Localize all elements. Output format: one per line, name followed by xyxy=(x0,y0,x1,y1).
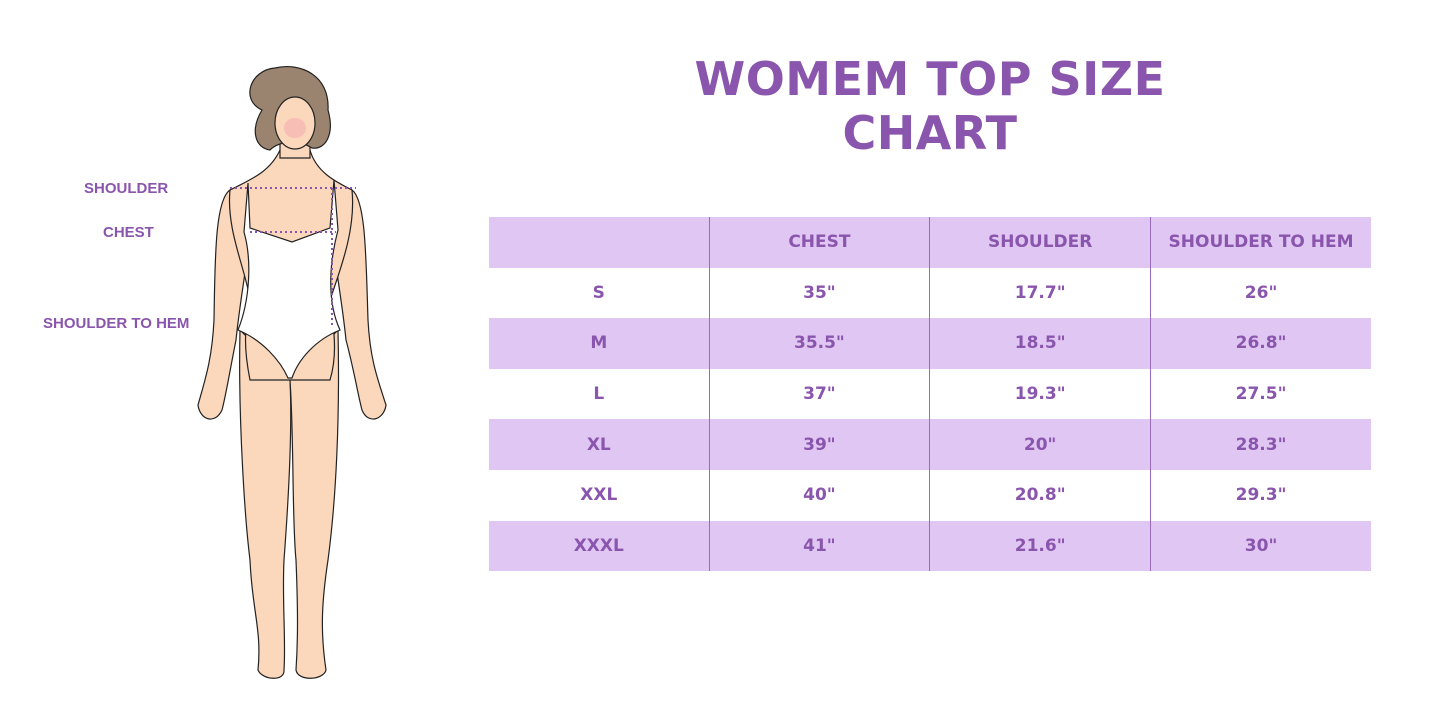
table-row: XL 39" 20" 28.3" xyxy=(489,419,1371,470)
length-cell: 26.8" xyxy=(1150,318,1371,369)
length-cell: 26" xyxy=(1150,267,1371,319)
table-row: M 35.5" 18.5" 26.8" xyxy=(489,318,1371,369)
length-cell: 30" xyxy=(1150,520,1371,572)
table-header-row: CHEST SHOULDER SHOULDER TO HEM xyxy=(489,217,1371,268)
header-cell: SHOULDER TO HEM xyxy=(1150,217,1371,268)
chest-cell: 35.5" xyxy=(708,318,930,369)
table-row: XXL 40" 20.8" 29.3" xyxy=(489,469,1371,521)
chest-cell: 39" xyxy=(708,419,930,470)
shoulder-cell: 20.8" xyxy=(929,469,1151,521)
chest-cell: 41" xyxy=(708,520,930,572)
size-cell: S xyxy=(592,282,605,303)
size-cell: L xyxy=(593,384,605,405)
chest-cell: 35" xyxy=(708,267,930,319)
shoulder-cell: 19.3" xyxy=(929,368,1151,420)
size-cell: M xyxy=(489,318,710,369)
shoulder-cell: 18.5" xyxy=(929,318,1151,369)
shoulder-cell: 21.6" xyxy=(929,520,1151,572)
length-cell: 29.3" xyxy=(1150,469,1371,521)
table-row: S 35" 17.7" 26" xyxy=(489,267,1371,319)
shoulder-cell: 17.7" xyxy=(929,267,1151,319)
size-table: CHEST SHOULDER SHOULDER TO HEM S 35" 17.… xyxy=(489,217,1371,572)
length-cell: 28.3" xyxy=(1150,419,1371,470)
table-row: L 37" 19.3" 27.5" xyxy=(489,368,1371,420)
length-cell: 27.5" xyxy=(1150,368,1371,420)
table-row: XXXL 41" 21.6" 30" xyxy=(489,520,1371,572)
size-cell: XL xyxy=(489,419,710,470)
header-cell: CHEST xyxy=(708,217,930,268)
size-cell: XXXL xyxy=(489,520,710,572)
shoulder-to-hem-label: SHOULDER TO HEM xyxy=(43,315,190,332)
page-title: WOMEM TOP SIZE CHART xyxy=(694,52,1166,160)
chest-label: CHEST xyxy=(103,224,154,241)
shoulder-label: SHOULDER xyxy=(84,180,169,197)
shoulder-cell: 20" xyxy=(929,419,1151,470)
chest-cell: 40" xyxy=(708,469,930,521)
header-cell: SHOULDER xyxy=(929,217,1151,268)
size-cell: XXL xyxy=(580,485,618,506)
header-cell xyxy=(489,217,710,268)
body-figure-illustration xyxy=(197,66,387,679)
chest-cell: 37" xyxy=(708,368,930,420)
